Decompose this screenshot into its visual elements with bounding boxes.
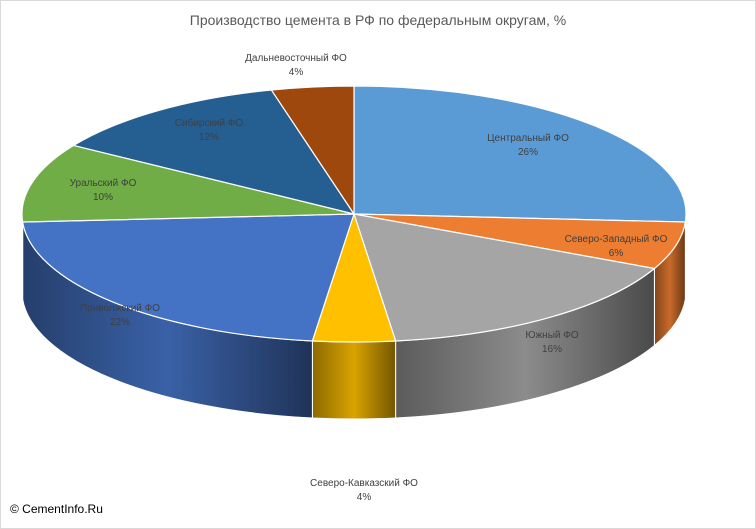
pie-side-4 xyxy=(311,340,397,420)
slice-label-4: Северо-Кавказский ФО xyxy=(310,478,418,489)
slice-value-4: 4% xyxy=(357,492,372,503)
chart-title: Производство цемента в РФ по федеральным… xyxy=(189,12,567,28)
slice-value-8: 4% xyxy=(289,67,304,78)
pie-slice-3 xyxy=(353,213,656,342)
pie-slice-5 xyxy=(21,213,355,342)
slice-value-1: 26% xyxy=(518,147,538,158)
pie-slice-2 xyxy=(353,213,687,270)
copyright-text: © CementInfo.Ru xyxy=(10,502,103,516)
slice-value-7: 12% xyxy=(199,132,219,143)
pie-slice-1 xyxy=(353,85,687,223)
slice-label-6: Уральский ФО xyxy=(70,178,137,189)
pie-data-labels: Центральный ФО 26% Северо-Западный ФО 6% Южн… xyxy=(70,53,668,503)
slice-label-3: Южный ФО xyxy=(525,330,578,341)
slice-label-2: Северо-Западный ФО xyxy=(565,234,668,245)
slice-label-5: Приволжский ФО xyxy=(80,303,160,314)
slice-label-8: Дальневосточный ФО xyxy=(245,53,347,64)
pie-slice-7 xyxy=(72,89,356,215)
slice-value-2: 6% xyxy=(609,248,624,259)
slice-label-7: Сибирский ФО xyxy=(175,117,244,129)
pie-slice-8 xyxy=(270,85,355,216)
pie-slice-6 xyxy=(21,144,355,223)
slice-value-3: 16% xyxy=(542,344,562,355)
pie-side-6 xyxy=(21,213,24,300)
slice-value-6: 10% xyxy=(93,192,113,203)
pie-top-faces xyxy=(21,85,687,343)
slice-label-1: Центральный ФО xyxy=(487,133,569,144)
slice-value-5: 22% xyxy=(110,317,130,328)
